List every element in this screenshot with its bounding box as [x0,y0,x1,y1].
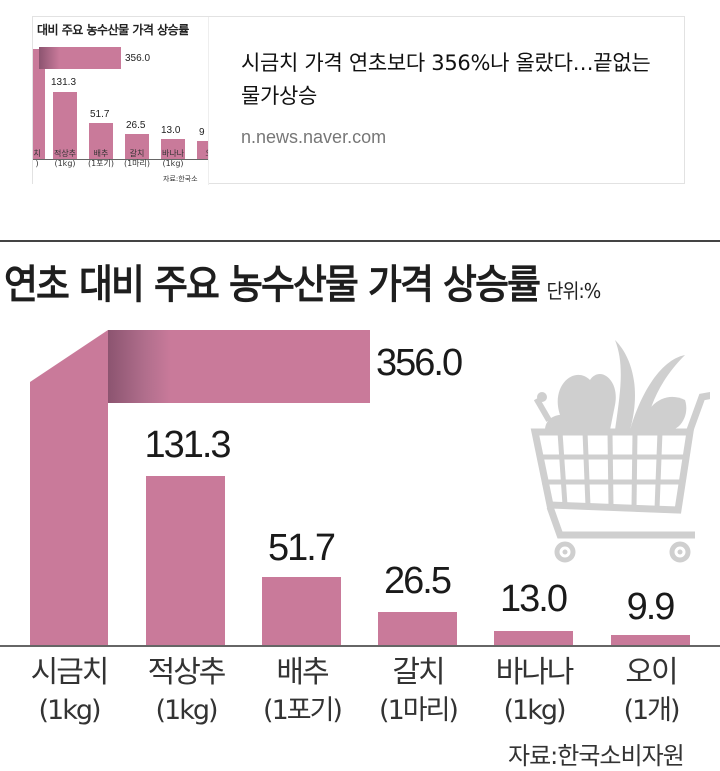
thumbnail-value: 51.7 [90,109,110,120]
link-text: 시금치 가격 연초보다 356%나 올랐다…끝없는 물가상승 n.news.na… [241,47,664,148]
thumbnail-axis [33,159,208,160]
bar-banana [494,631,573,646]
thumbnail-category: 오( [191,149,208,169]
thumbnail-bar-1 [33,49,45,159]
thumbnail-category: 갈치 (1마리) [123,149,151,168]
thumbnail-bar-6 [197,141,208,159]
chart-unit: 단위:% [546,279,601,303]
thumbnail-bar-3 [89,123,113,159]
value-spinach: 356.0 [376,342,463,384]
category-cabbage: 배추 (1포기) [263,655,343,726]
thumbnail-bar-1-top [39,47,121,69]
link-thumbnail: 대비 주요 농수산물 가격 상승률 356.0 131.3 51.7 26.5 … [33,17,209,185]
thumbnail-bar-2 [53,92,77,159]
bar-cabbage [262,577,341,646]
thumbnail-category: 바나나 (1kg) [161,149,185,168]
link-url[interactable]: n.news.naver.com [241,127,387,147]
chart-title: 연초 대비 주요 농수산물 가격 상승률 단위:% [4,262,601,308]
value-hairtail: 26.5 [384,560,452,602]
value-red-lettuce: 131.3 [144,424,231,466]
shopping-cart-icon [530,340,710,563]
thumbnail-category: 적상추 (1kg) [53,149,77,168]
thumbnail-value: 9 [199,127,205,138]
link-preview-card[interactable]: 대비 주요 농수산물 가격 상승률 356.0 131.3 51.7 26.5 … [32,16,685,185]
bar-spinach-fold [30,330,108,645]
thumbnail-value: 356.0 [125,53,151,64]
chart-top-rule [0,240,720,242]
bar-cucumber [611,635,690,646]
bar-spinach-top [108,330,370,403]
bar-red-lettuce [146,476,225,646]
thumbnail-bar-4 [125,134,149,159]
thumbnail-title: 대비 주요 농수산물 가격 상승률 [37,23,189,37]
thumbnail-value: 26.5 [126,120,146,131]
thumbnail-category: 치) [33,149,41,168]
category-banana: 바나나 (1kg) [495,655,575,726]
link-title[interactable]: 시금치 가격 연초보다 356%나 올랐다…끝없는 물가상승 [241,51,651,108]
category-spinach: 시금치 (1kg) [30,655,110,726]
chart-source: 자료:한국소비자원 [508,742,685,770]
thumbnail-value: 131.3 [51,77,77,88]
value-cucumber: 9.9 [626,586,676,628]
thumbnail-category: 배추 (1포기) [87,149,115,168]
thumbnail-value: 13.0 [161,125,181,136]
category-hairtail: 갈치 (1마리) [379,655,459,726]
category-cucumber: 오이 (1개) [623,655,680,726]
bar-hairtail [378,612,457,646]
value-cabbage: 51.7 [268,527,336,569]
category-red-lettuce: 적상추 (1kg) [147,655,227,726]
thumbnail-bar-5 [161,139,185,159]
x-axis [0,645,720,647]
thumbnail-source: 자료:한국소 [163,175,198,183]
value-banana: 13.0 [500,578,568,620]
